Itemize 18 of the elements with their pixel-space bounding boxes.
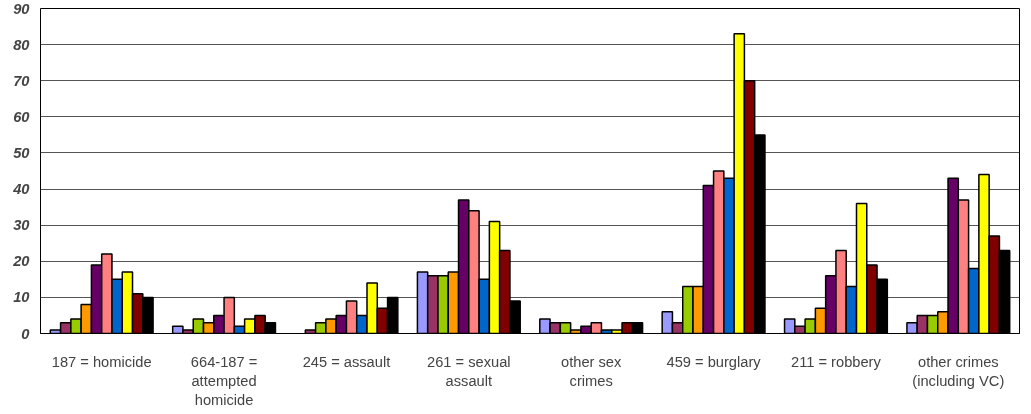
y-tick-label: 50 xyxy=(13,144,31,161)
y-tick-label: 40 xyxy=(12,181,31,198)
y-tick-label: 0 xyxy=(21,325,31,342)
y-tick-label: 30 xyxy=(13,217,31,234)
x-tick-label: 261 = sexual assault xyxy=(427,353,511,389)
y-tick-label: 10 xyxy=(13,289,31,306)
y-tick-label: 80 xyxy=(13,36,31,53)
x-tick-label: 245 = assault xyxy=(302,353,391,370)
x-tick-label: 187 = homicide xyxy=(51,353,152,370)
y-tick-label: 60 xyxy=(13,108,31,125)
y-tick-label: 70 xyxy=(13,72,31,89)
y-tick-label: 20 xyxy=(12,253,31,270)
x-tick-label: other sex crimes xyxy=(561,353,622,389)
x-tick-label: 211 = robbery xyxy=(791,353,882,370)
x-tick-label: 664-187 = attempted homicide xyxy=(190,353,258,408)
y-tick-label: 90 xyxy=(13,0,31,17)
x-tick-label: 459 = burglary xyxy=(666,353,762,370)
x-tick-label: other crimes (including VC) xyxy=(912,353,1005,389)
